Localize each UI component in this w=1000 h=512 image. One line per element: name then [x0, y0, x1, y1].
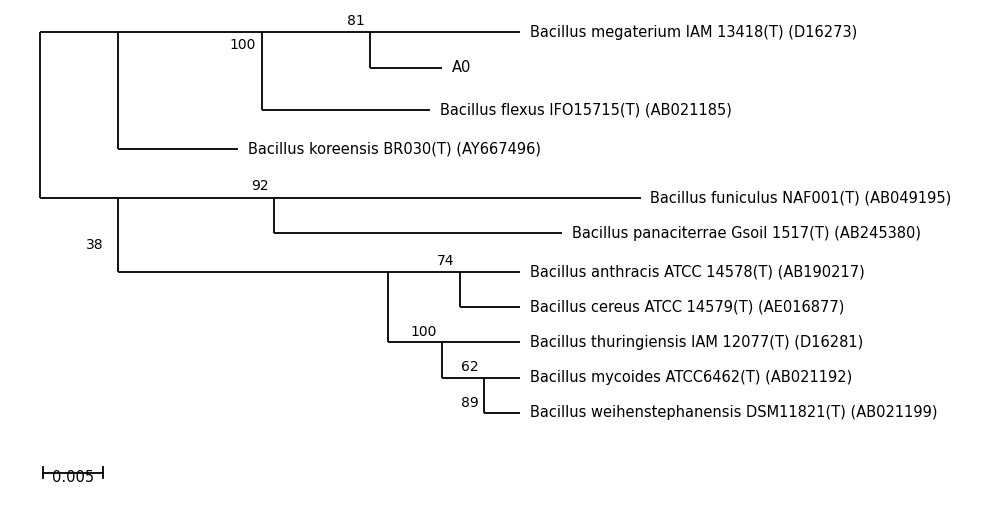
Text: 0.005: 0.005	[52, 470, 94, 485]
Text: A0: A0	[452, 60, 471, 75]
Text: Bacillus weihenstephanensis DSM11821(T) (AB021199): Bacillus weihenstephanensis DSM11821(T) …	[530, 405, 938, 420]
Text: 62: 62	[461, 360, 478, 374]
Text: 100: 100	[410, 325, 436, 339]
Text: 92: 92	[251, 179, 268, 193]
Text: Bacillus thuringiensis IAM 12077(T) (D16281): Bacillus thuringiensis IAM 12077(T) (D16…	[530, 335, 863, 350]
Text: 100: 100	[230, 38, 256, 52]
Text: Bacillus megaterium IAM 13418(T) (D16273): Bacillus megaterium IAM 13418(T) (D16273…	[530, 25, 857, 40]
Text: Bacillus panaciterrae Gsoil 1517(T) (AB245380): Bacillus panaciterrae Gsoil 1517(T) (AB2…	[572, 226, 921, 241]
Text: Bacillus mycoides ATCC6462(T) (AB021192): Bacillus mycoides ATCC6462(T) (AB021192)	[530, 370, 852, 385]
Text: 38: 38	[86, 239, 104, 252]
Text: Bacillus funiculus NAF001(T) (AB049195): Bacillus funiculus NAF001(T) (AB049195)	[650, 190, 951, 205]
Text: Bacillus anthracis ATCC 14578(T) (AB190217): Bacillus anthracis ATCC 14578(T) (AB1902…	[530, 264, 865, 280]
Text: Bacillus cereus ATCC 14579(T) (AE016877): Bacillus cereus ATCC 14579(T) (AE016877)	[530, 300, 844, 314]
Text: 81: 81	[347, 14, 364, 28]
Text: Bacillus koreensis BR030(T) (AY667496): Bacillus koreensis BR030(T) (AY667496)	[248, 141, 541, 156]
Text: 74: 74	[437, 253, 454, 268]
Text: 89: 89	[461, 396, 478, 410]
Text: Bacillus flexus IFO15715(T) (AB021185): Bacillus flexus IFO15715(T) (AB021185)	[440, 102, 732, 117]
